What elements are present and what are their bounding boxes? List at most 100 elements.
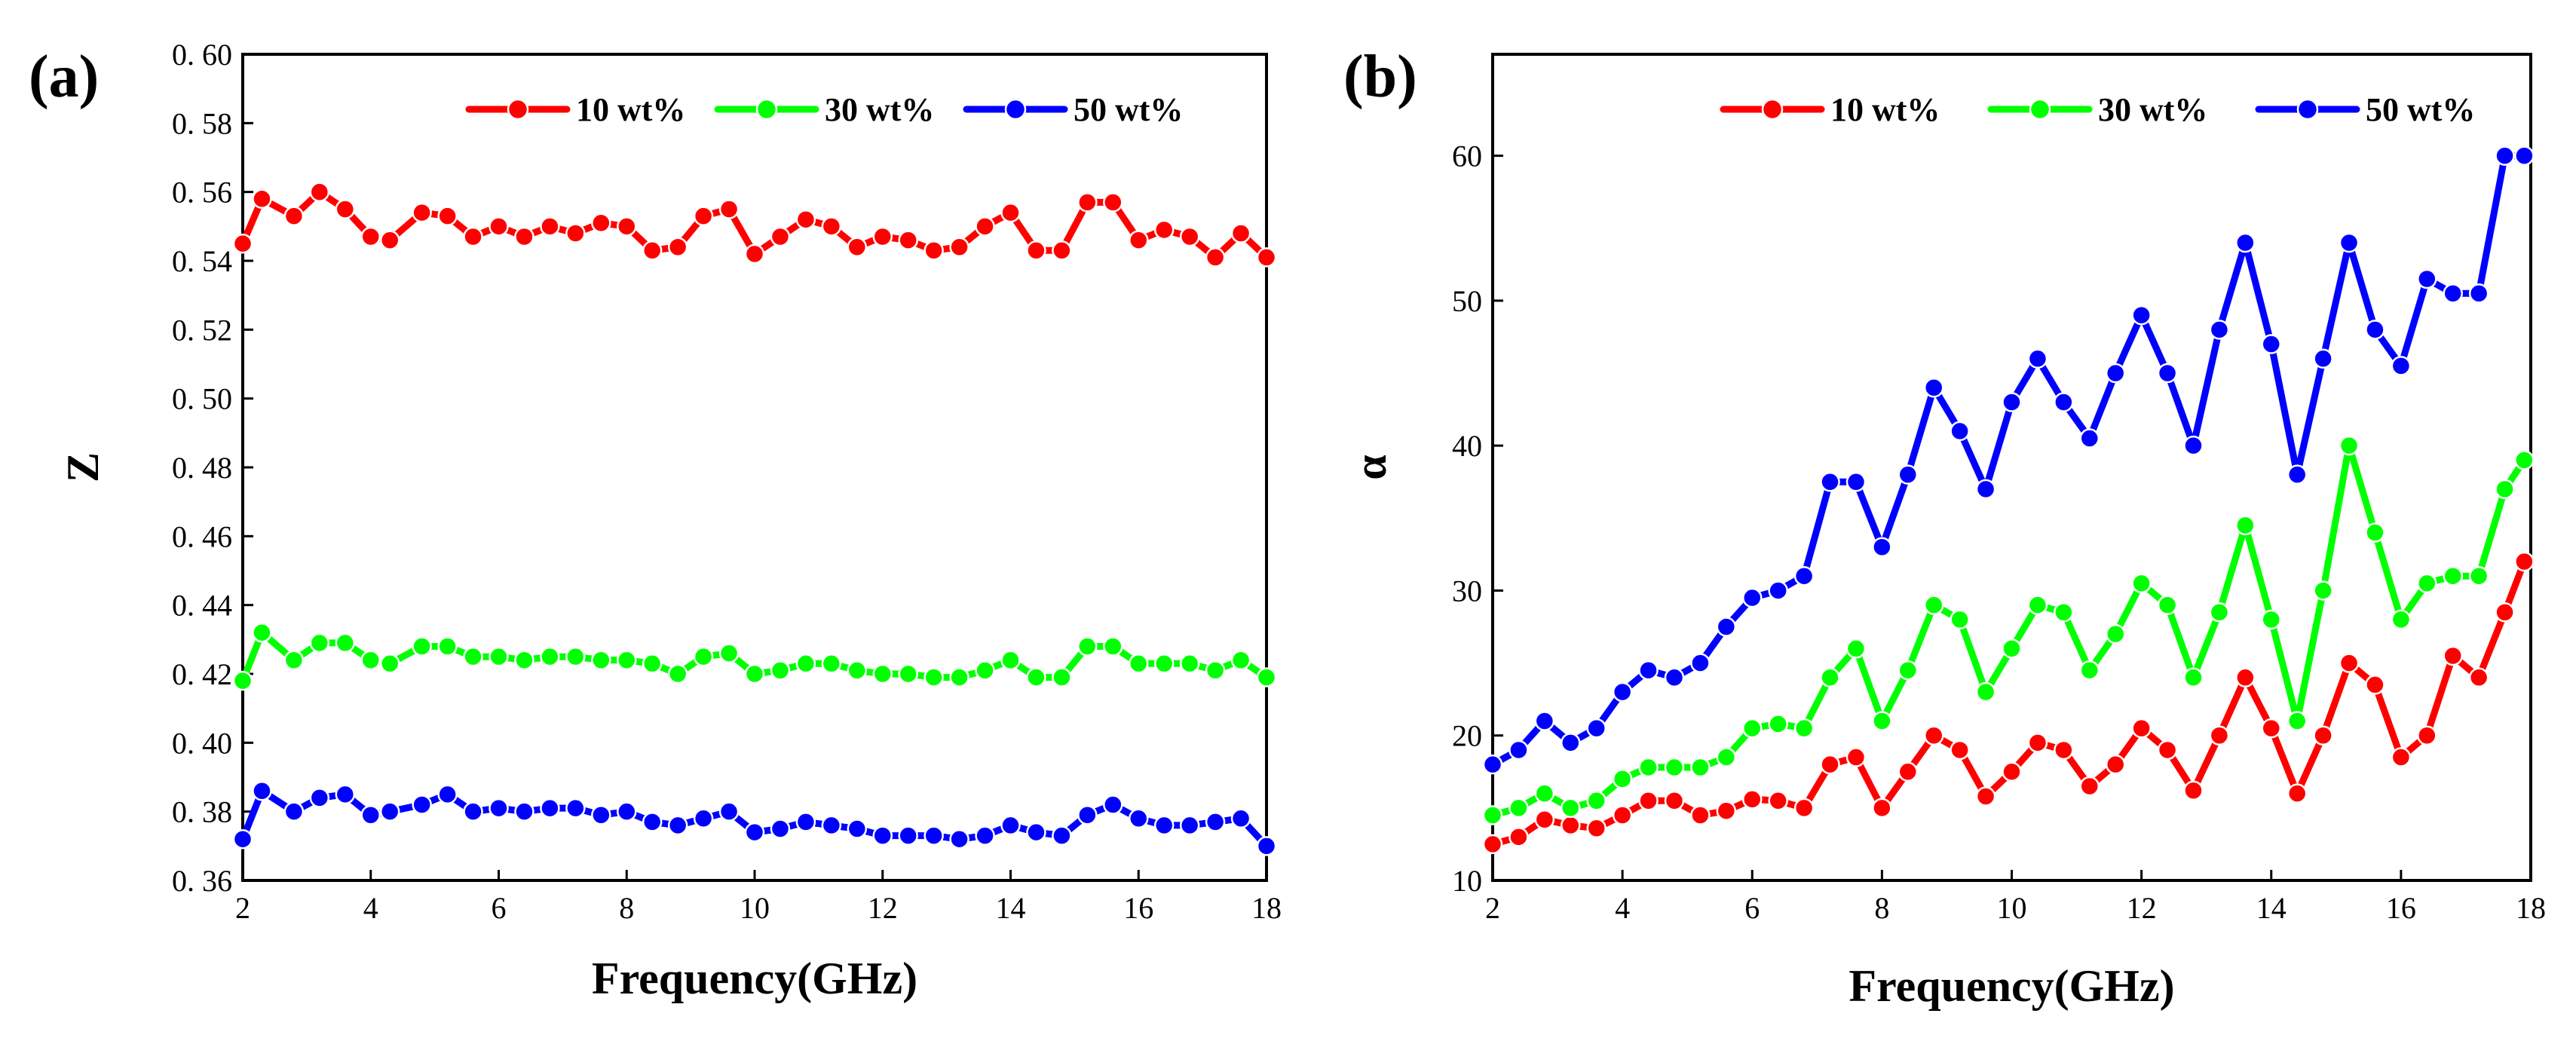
- data-point-b-1: [2079, 660, 2100, 681]
- data-point-b-1: [2157, 595, 2178, 615]
- data-point-b-2: [2209, 320, 2230, 340]
- data-point-a-2: [847, 819, 868, 839]
- data-point-b-2: [1950, 421, 1970, 442]
- x-tick-label-a: 18: [1251, 891, 1282, 925]
- data-point-a-0: [898, 230, 918, 250]
- data-point-a-2: [693, 808, 714, 829]
- data-point-a-1: [667, 663, 688, 684]
- data-point-a-0: [463, 226, 483, 247]
- data-point-a-2: [463, 801, 483, 822]
- legend-marker-a-1: [755, 98, 778, 121]
- data-point-a-0: [1230, 223, 1251, 243]
- y-tick-label-a: 0. 60: [172, 38, 232, 72]
- data-point-b-1: [1768, 714, 1788, 734]
- data-point-b-0: [1690, 805, 1711, 825]
- data-point-a-1: [1000, 650, 1021, 670]
- data-point-b-0: [1664, 790, 1685, 811]
- data-point-b-2: [1612, 681, 1633, 703]
- panel-a: 2 4 6 8 10 12 14 16 18 0. 36 0. 38 0. 40 0. 42 0. 44 0…: [29, 38, 1282, 1003]
- data-point-a-2: [232, 828, 253, 850]
- data-point-b-2: [2365, 320, 2385, 340]
- data-point-b-2: [1898, 464, 1919, 485]
- data-point-b-0: [2209, 725, 2230, 746]
- data-point-a-2: [1077, 804, 1098, 825]
- y-tick-label-a: 0. 56: [172, 176, 232, 210]
- data-point-b-1: [2183, 667, 2204, 688]
- data-point-a-2: [617, 801, 637, 822]
- data-point-b-0: [1638, 790, 1659, 811]
- data-point-a-1: [1026, 667, 1046, 687]
- data-point-b-1: [2027, 595, 2048, 615]
- data-point-b-0: [1586, 818, 1607, 839]
- data-point-b-1: [1898, 660, 1919, 681]
- data-point-b-1: [2105, 623, 2126, 645]
- data-point-a-2: [1103, 795, 1123, 815]
- data-point-a-0: [1000, 202, 1021, 223]
- data-point-a-0: [1179, 226, 1200, 247]
- data-point-a-2: [1205, 812, 1226, 832]
- data-point-b-0: [2235, 667, 2256, 688]
- data-point-b-0: [1534, 809, 1555, 830]
- data-point-a-0: [514, 226, 534, 247]
- data-point-a-2: [283, 801, 305, 822]
- data-point-b-2: [2313, 348, 2333, 369]
- legend-label-b-1: 30 wt%: [2098, 91, 2207, 128]
- data-point-b-1: [1742, 718, 1763, 739]
- data-point-b-2: [2514, 145, 2535, 166]
- data-point-b-2: [2391, 356, 2412, 376]
- y-axis-title-a: Z: [58, 452, 108, 482]
- legend-marker-b-1: [2029, 98, 2051, 121]
- data-point-b-0: [2131, 718, 2152, 739]
- legend-label-a-1: 30 wt%: [825, 91, 934, 128]
- data-point-a-2: [667, 815, 688, 836]
- data-point-a-2: [514, 801, 534, 822]
- data-point-b-0: [1820, 754, 1840, 775]
- data-point-a-1: [872, 663, 893, 684]
- data-point-a-0: [591, 213, 611, 234]
- data-point-a-0: [1077, 192, 1098, 213]
- data-point-b-0: [1898, 761, 1919, 782]
- data-point-b-0: [2261, 718, 2281, 739]
- data-point-b-2: [1716, 617, 1737, 637]
- data-point-a-0: [744, 243, 765, 265]
- data-point-b-0: [1716, 801, 1737, 821]
- x-tick-label-b: 14: [2256, 891, 2287, 925]
- data-point-a-2: [795, 812, 816, 832]
- data-point-a-0: [565, 223, 586, 243]
- data-point-a-1: [924, 667, 944, 687]
- data-point-a-0: [335, 199, 356, 219]
- data-point-b-0: [2417, 725, 2437, 746]
- legend-label-a-0: 10 wt%: [576, 91, 685, 128]
- y-axis-title-b: α: [1346, 455, 1395, 480]
- data-point-a-2: [1026, 822, 1046, 843]
- data-point-b-1: [1664, 757, 1685, 778]
- data-point-a-1: [283, 650, 305, 670]
- data-point-a-1: [1103, 636, 1123, 657]
- data-point-a-1: [744, 663, 765, 684]
- data-point-a-0: [540, 216, 560, 237]
- x-tick-label-a: 8: [619, 891, 634, 925]
- data-point-a-2: [924, 825, 944, 846]
- data-point-a-2: [309, 788, 330, 808]
- data-point-b-1: [1975, 681, 1996, 703]
- data-point-b-2: [2079, 428, 2100, 449]
- data-point-b-1: [1561, 798, 1581, 819]
- data-point-a-1: [463, 646, 483, 667]
- data-point-b-0: [2339, 653, 2360, 673]
- data-point-b-2: [1690, 653, 1711, 673]
- data-point-a-2: [1179, 815, 1200, 836]
- data-point-b-1: [1793, 718, 1815, 739]
- data-point-a-0: [232, 233, 253, 254]
- data-point-b-0: [2365, 675, 2385, 695]
- data-point-b-1: [1950, 609, 1970, 630]
- data-point-b-1: [1482, 805, 1503, 825]
- data-point-a-1: [718, 643, 740, 663]
- data-point-b-2: [1638, 660, 1659, 681]
- data-point-b-0: [1923, 725, 1944, 746]
- y-tick-label-b: 60: [1452, 139, 1482, 173]
- data-point-b-2: [1482, 754, 1503, 775]
- plot-frame-a: [241, 53, 1268, 882]
- data-point-a-0: [379, 230, 400, 250]
- y-tick-label-a: 0. 52: [172, 313, 232, 347]
